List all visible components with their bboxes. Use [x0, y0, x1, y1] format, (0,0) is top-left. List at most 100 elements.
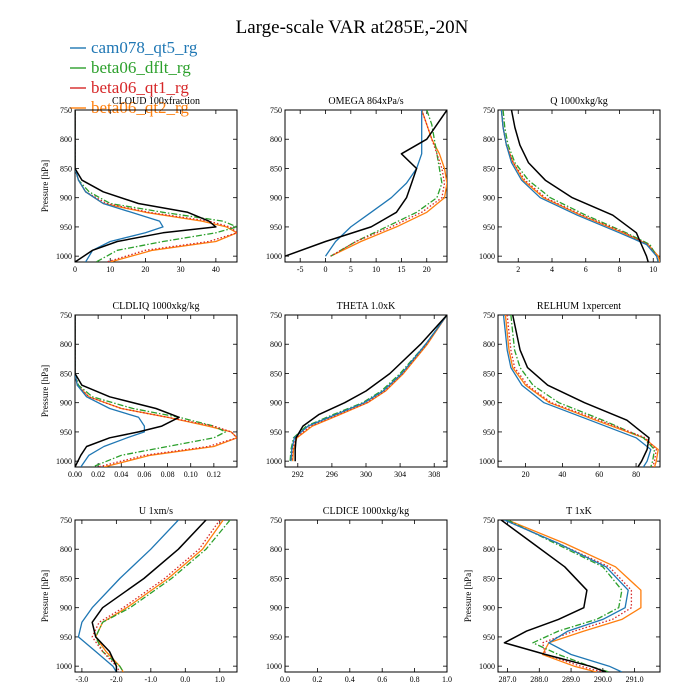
series-line-cam078_qt5_rg: [290, 315, 447, 462]
y-tick-label: 1000: [266, 662, 282, 671]
series-line-reference: [285, 110, 447, 257]
series-line-beta06_qt1_rg: [75, 315, 237, 467]
series-line-beta06_qt2_rg: [504, 315, 659, 467]
series-line-beta06_qt2_rg: [507, 520, 642, 672]
panel-5: THETA 1.0xK 292 296 300 304 308 750 800 850 900 95…: [266, 301, 448, 479]
x-tick-label: 20: [423, 265, 431, 274]
x-tick-label: 2: [516, 265, 520, 274]
y-tick-label: 900: [270, 399, 282, 408]
legend-entry: beta06_qt1_rg: [91, 78, 189, 97]
y-axis-label: Pressure [hPa]: [40, 160, 50, 212]
y-tick-label: 800: [60, 340, 72, 349]
y-tick-label: 850: [270, 164, 282, 173]
y-tick-label: 1000: [479, 457, 495, 466]
figure-title: Large-scale VAR at285E,-20N: [236, 17, 469, 38]
x-tick-label: 291.0: [626, 675, 644, 684]
series-line-beta06_qt2_rg: [75, 315, 237, 467]
x-tick-label: 8: [618, 265, 622, 274]
panel-6: RELHUM 1xpercent 20 40 60 80 750 800 850 900 950 1…: [479, 301, 661, 479]
x-tick-label: 0: [324, 265, 328, 274]
y-axis-label: Pressure [hPa]: [463, 570, 473, 622]
y-tick-label: 1000: [479, 662, 495, 671]
x-tick-label: 292: [292, 470, 304, 479]
plot-frame: [74, 519, 238, 673]
series-line-beta06_qt2_rg: [95, 520, 224, 672]
y-tick-label: 900: [60, 194, 72, 203]
series-line-beta06_dflt_rg: [75, 110, 237, 262]
series-line-reference: [510, 110, 649, 262]
y-tick-label: 950: [60, 223, 72, 232]
panel-title: CLDLIQ 1000xkg/kg: [113, 301, 200, 312]
y-tick-label: 850: [60, 369, 72, 378]
series-line-beta06_dflt_rg: [502, 110, 659, 262]
x-tick-label: 0: [73, 265, 77, 274]
series-line-cam078_qt5_rg: [75, 110, 164, 262]
y-tick-label: 1000: [56, 252, 72, 261]
x-tick-label: 0.0: [180, 675, 190, 684]
y-axis-label: Pressure [hPa]: [40, 570, 50, 622]
x-tick-label: 0.02: [91, 470, 105, 479]
x-tick-label: 287.0: [499, 675, 517, 684]
series-line-reference: [294, 315, 447, 462]
y-tick-label: 900: [483, 194, 495, 203]
y-tick-label: 800: [483, 545, 495, 554]
x-tick-label: 1.0: [215, 675, 225, 684]
x-tick-label: 0.6: [377, 675, 387, 684]
x-tick-label: 0.08: [161, 470, 175, 479]
panel-title: THETA 1.0xK: [337, 301, 396, 312]
y-tick-label: 950: [483, 428, 495, 437]
panel-9: T 1xK 287.0 288.0 289.0 290.0 291.0 750 800 850 9…: [463, 506, 661, 684]
y-tick-label: 900: [483, 604, 495, 613]
panel-title: U 1xm/s: [139, 506, 173, 517]
series-line-beta06_dflt_rg: [510, 315, 656, 467]
x-tick-label: 0.04: [114, 470, 128, 479]
y-tick-label: 900: [270, 194, 282, 203]
panel-title: OMEGA 864xPa/s: [328, 96, 403, 107]
series-line-cam078_qt5_rg: [500, 110, 659, 262]
y-tick-label: 800: [483, 135, 495, 144]
x-tick-label: 15: [397, 265, 405, 274]
series-line-beta06_qt1_rg: [504, 520, 633, 672]
x-tick-label: 6: [584, 265, 588, 274]
plot-frame: [497, 314, 661, 468]
series-line-reference: [91, 520, 207, 672]
plot-frame: [497, 519, 661, 673]
x-tick-label: 60: [595, 470, 603, 479]
series-line-cam078_qt5_rg: [75, 315, 146, 467]
panel-title: CLDICE 1000xkg/kg: [323, 506, 409, 517]
y-tick-label: 1000: [56, 457, 72, 466]
x-tick-label: 0.4: [345, 675, 355, 684]
x-tick-label: 40: [212, 265, 220, 274]
y-tick-label: 950: [270, 633, 282, 642]
x-tick-label: 40: [558, 470, 566, 479]
plot-frame: [497, 109, 661, 263]
x-tick-label: 0.0: [280, 675, 290, 684]
panel-3: Q 1000xkg/kg 2 4 6 8 10 750 800 850 900 950 1000: [479, 96, 661, 274]
panel-title: RELHUM 1xpercent: [537, 301, 621, 312]
y-tick-label: 850: [270, 574, 282, 583]
x-tick-label: -2.0: [110, 675, 123, 684]
y-tick-label: 1000: [479, 252, 495, 261]
y-tick-label: 800: [270, 135, 282, 144]
y-tick-label: 950: [60, 633, 72, 642]
y-tick-label: 1000: [266, 457, 282, 466]
x-tick-label: 5: [349, 265, 353, 274]
y-tick-label: 750: [60, 106, 72, 115]
series-line-reference: [500, 520, 607, 672]
series-line-reference: [75, 315, 180, 467]
y-tick-label: 850: [483, 369, 495, 378]
series-line-beta06_qt1_rg: [506, 315, 657, 467]
x-tick-label: 0.8: [410, 675, 420, 684]
legend-entry: cam078_qt5_rg: [91, 38, 198, 57]
x-tick-label: 80: [632, 470, 640, 479]
panel-title: CLOUD 100xfraction: [112, 96, 200, 107]
x-tick-label: 0.06: [137, 470, 151, 479]
y-tick-label: 850: [483, 164, 495, 173]
x-tick-label: 4: [550, 265, 554, 274]
y-tick-label: 850: [60, 574, 72, 583]
y-tick-label: 950: [60, 428, 72, 437]
y-tick-label: 900: [483, 399, 495, 408]
y-tick-label: 850: [60, 164, 72, 173]
y-axis-label: Pressure [hPa]: [40, 365, 50, 417]
